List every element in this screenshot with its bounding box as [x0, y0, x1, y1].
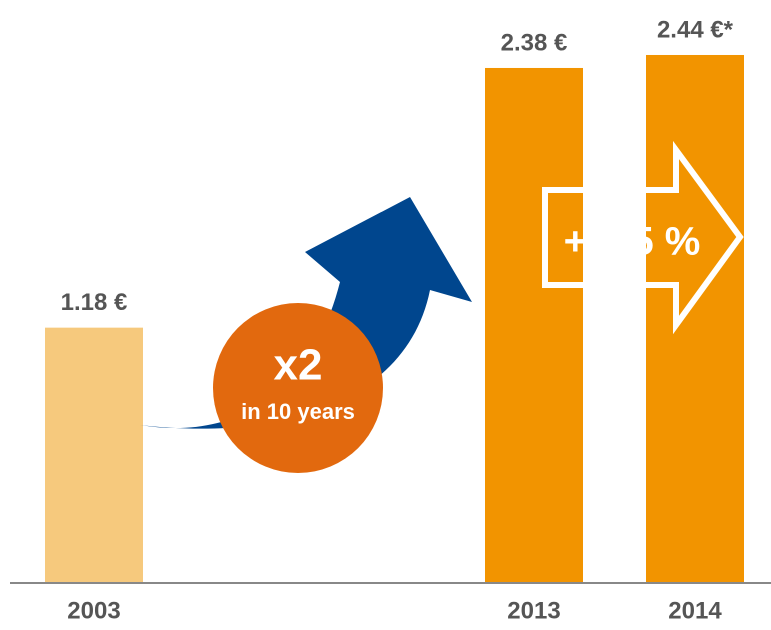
- value-label: 1.18 €: [61, 289, 128, 316]
- multiplier-caption: in 10 years: [241, 399, 355, 424]
- multiplier-badge: [213, 303, 383, 473]
- value-label: 2.38 €: [501, 29, 568, 56]
- increase-arrow: [542, 140, 744, 335]
- bar: [485, 67, 583, 583]
- x-tick-label: 2003: [67, 597, 120, 624]
- increase-text: + 2.5 %: [564, 220, 701, 264]
- x-tick-label: 2013: [507, 597, 560, 624]
- x-tick-label: 2014: [668, 597, 722, 624]
- growth-arrow: [140, 197, 472, 429]
- bar: [45, 327, 143, 583]
- value-label: 2.44 €*: [657, 16, 734, 43]
- multiplier-text: x2: [274, 341, 323, 390]
- bar: [646, 54, 744, 583]
- bars: [45, 54, 744, 583]
